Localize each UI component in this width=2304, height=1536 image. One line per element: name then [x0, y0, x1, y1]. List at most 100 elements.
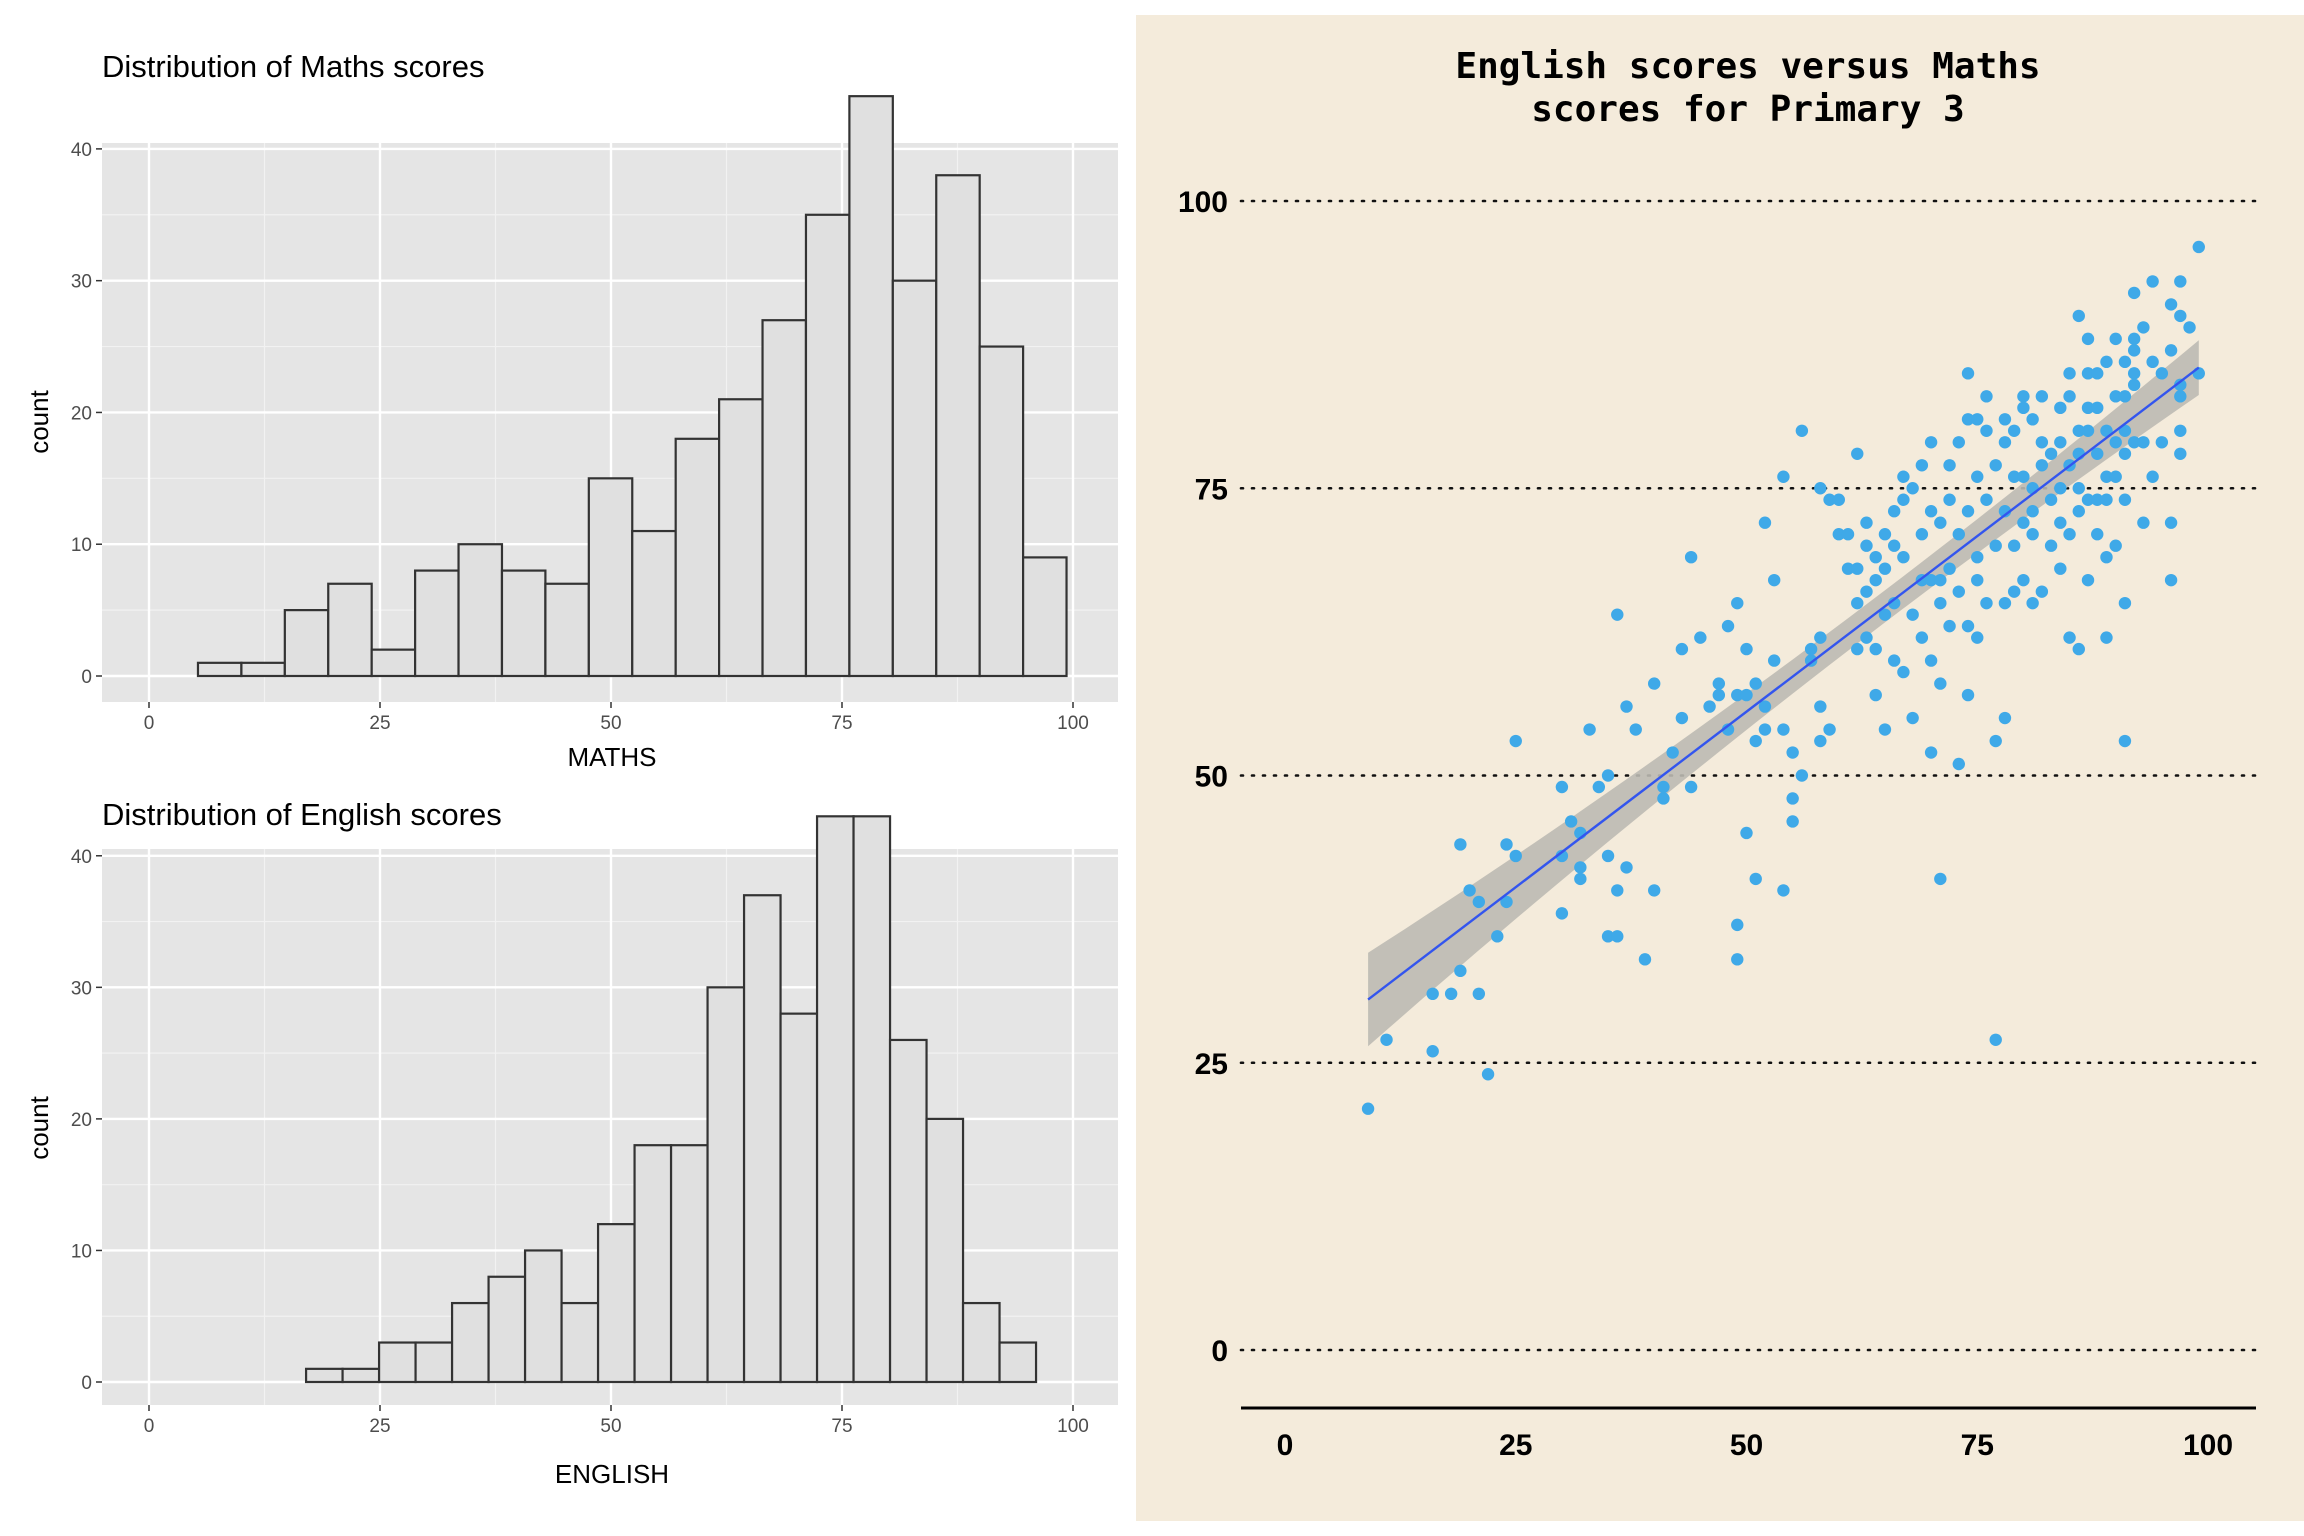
maths-bar	[196, 661, 243, 678]
scatter-point	[2007, 424, 2021, 437]
scatter-point	[2118, 355, 2132, 369]
scatter-point	[1601, 930, 1615, 943]
english-bar	[450, 1301, 490, 1384]
maths-bar	[544, 582, 590, 678]
scatter-point	[1887, 596, 1901, 610]
scatter-point	[1878, 723, 1892, 736]
scatter-point	[1767, 654, 1781, 667]
scatter-y-tick-label: 75	[1195, 473, 1228, 506]
scatter-point	[2127, 332, 2141, 346]
english-bar	[998, 1341, 1038, 1384]
maths-x-axis-title: MATHS	[567, 742, 656, 772]
scatter-point	[2118, 390, 2132, 403]
scatter-point	[1500, 895, 1513, 909]
maths-bar	[631, 529, 677, 678]
scatter-point	[2137, 516, 2150, 529]
english-x-axis-title: ENGLISH	[555, 1459, 669, 1489]
scatter-point	[2109, 470, 2122, 483]
scatter-point	[1740, 642, 1753, 656]
scatter-point	[1684, 550, 1698, 564]
scatter-point	[2044, 539, 2058, 552]
maths-y-tick-label: 10	[71, 535, 92, 556]
scatter-point	[1952, 585, 1965, 598]
scatter-point	[1906, 608, 1919, 621]
scatter-point	[2127, 344, 2141, 357]
scatter-point	[1740, 688, 1753, 702]
english-bar	[377, 1341, 417, 1384]
english-bar	[341, 1367, 381, 1384]
scatter-point	[1851, 596, 1864, 610]
scatter-point	[1601, 769, 1615, 782]
scatter-point	[1998, 711, 2012, 725]
scatter-point	[2026, 596, 2039, 610]
scatter-point	[2072, 482, 2085, 495]
scatter-point	[1758, 700, 1772, 713]
scatter-point	[2146, 470, 2159, 483]
scatter-point	[2164, 573, 2178, 587]
scatter-point	[1749, 872, 1762, 886]
scatter-point	[1878, 562, 1892, 575]
scatter-point	[1841, 528, 1855, 541]
english-x-tick-label: 50	[600, 1416, 621, 1437]
scatter-point	[1620, 861, 1633, 874]
scatter-x-tick-label: 100	[2183, 1429, 2233, 1462]
scatter-point	[1574, 861, 1587, 874]
scatter-point	[2174, 390, 2187, 403]
scatter-point	[2063, 390, 2076, 403]
scatter-point	[1897, 493, 1910, 506]
scatter-point	[1841, 562, 1855, 575]
scatter-point	[1952, 436, 1965, 449]
scatter-point	[1444, 987, 1458, 1001]
scatter-point	[1574, 872, 1587, 886]
scatter-point	[2017, 401, 2030, 415]
scatter-point	[1361, 1102, 1375, 1115]
scatter-point	[2081, 493, 2095, 506]
scatter-point	[1869, 688, 1882, 702]
scatter-point	[2109, 539, 2122, 552]
scatter-point	[1878, 528, 1892, 541]
maths-x-tick-label: 75	[831, 713, 852, 734]
scatter-point	[2081, 424, 2095, 437]
english-x-tick-label: 0	[144, 1416, 155, 1437]
scatter-point	[1721, 619, 1735, 633]
scatter-point	[2127, 378, 2141, 392]
scatter-point	[1758, 516, 1772, 529]
scatter-point	[1860, 585, 1873, 598]
scatter-point	[1971, 573, 1984, 587]
scatter-point	[2146, 275, 2159, 288]
scatter-point	[1943, 562, 1956, 575]
scatter-point	[2174, 275, 2187, 288]
scatter-point	[1786, 815, 1799, 828]
scatter-point	[1860, 539, 1873, 552]
scatter-point	[2127, 367, 2141, 380]
scatter-point	[1620, 700, 1633, 713]
english-bar	[961, 1301, 1001, 1384]
scatter-point	[2081, 401, 2095, 415]
scatter-point	[1648, 677, 1661, 690]
scatter-point	[2091, 493, 2104, 506]
scatter-point	[1823, 723, 1836, 736]
english-bar	[523, 1249, 563, 1384]
scatter-point	[2044, 447, 2058, 460]
scatter-point	[2118, 424, 2132, 437]
english-bar	[487, 1275, 527, 1384]
scatter-point	[2118, 447, 2132, 460]
scatter-point	[1971, 413, 1984, 426]
scatter-point	[2118, 596, 2132, 610]
scatter-point	[1675, 642, 1689, 656]
scatter-point	[1934, 872, 1947, 886]
scatter-point	[1961, 505, 1975, 518]
english-y-tick-label: 10	[71, 1241, 92, 1262]
scatter-point	[1583, 723, 1596, 736]
scatter-point	[1887, 505, 1901, 518]
maths-bar	[283, 609, 330, 678]
english-bar	[304, 1367, 344, 1384]
scatter-point	[1832, 493, 1845, 506]
maths-x-tick-label: 25	[369, 713, 390, 734]
scatter-y-tick-label: 100	[1178, 186, 1228, 219]
english-bar	[852, 815, 892, 1384]
scatter-x-tick-label: 0	[1277, 1429, 1294, 1462]
scatter-point	[1657, 792, 1670, 805]
scatter-point	[2118, 493, 2132, 506]
english-bar	[925, 1117, 965, 1384]
